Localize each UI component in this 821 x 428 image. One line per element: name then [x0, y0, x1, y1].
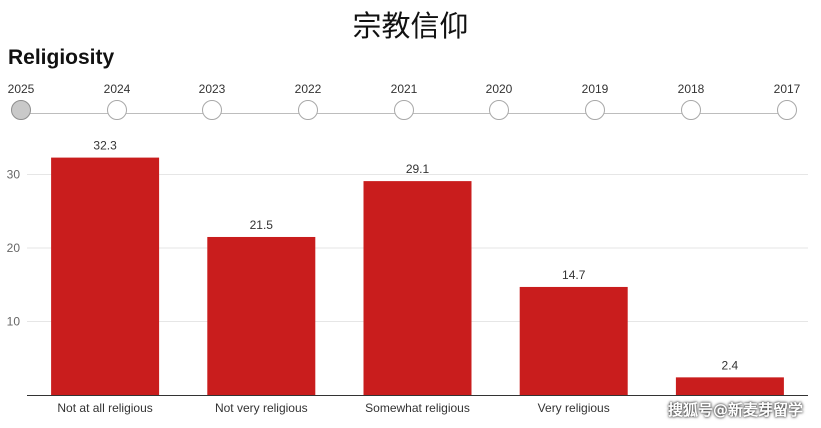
x-tick-label: Not at all religious — [57, 401, 152, 415]
timeline-year-2018[interactable]: 2018 — [661, 78, 721, 120]
timeline-dot[interactable] — [489, 100, 509, 120]
data-label: 14.7 — [562, 268, 586, 282]
page-title: 宗教信仰 — [352, 9, 469, 43]
timeline-year-2024[interactable]: 2024 — [87, 78, 147, 120]
timeline-year-2022[interactable]: 2022 — [278, 78, 338, 120]
timeline-year-label: 2017 — [773, 82, 801, 96]
bar — [519, 286, 628, 395]
timeline-year-2025[interactable]: 2025 — [0, 78, 51, 120]
timeline-year-label: 2020 — [485, 82, 513, 96]
x-tick-label: Not very religious — [215, 401, 308, 415]
y-tick-label: 20 — [7, 241, 21, 255]
timeline-year-2017[interactable]: 2017 — [757, 78, 817, 120]
x-tick-label: Very religious — [538, 401, 610, 415]
y-tick-label: 10 — [7, 315, 21, 329]
data-label: 21.5 — [250, 218, 274, 232]
bar — [51, 157, 160, 395]
bar — [363, 181, 472, 395]
timeline-year-2021[interactable]: 2021 — [374, 78, 434, 120]
bar — [207, 236, 316, 395]
timeline-dot[interactable] — [681, 100, 701, 120]
timeline-year-2023[interactable]: 2023 — [182, 78, 242, 120]
data-label: 32.3 — [93, 139, 117, 153]
timeline-dot[interactable] — [107, 100, 127, 120]
timeline-dot[interactable] — [585, 100, 605, 120]
data-label: 2.4 — [722, 358, 739, 372]
data-label: 29.1 — [406, 162, 430, 176]
bar — [675, 377, 784, 395]
timeline-year-label: 2018 — [677, 82, 705, 96]
timeline-dot[interactable] — [777, 100, 797, 120]
timeline-year-label: 2022 — [294, 82, 322, 96]
timeline-dot[interactable] — [298, 100, 318, 120]
watermark: 搜狐号@新麦芽留学 — [667, 401, 803, 419]
timeline-year-label: 2021 — [390, 82, 418, 96]
timeline-year-label: 2019 — [581, 82, 609, 96]
y-tick-label: 30 — [7, 168, 21, 182]
timeline-dot[interactable] — [394, 100, 414, 120]
chart-title: Religiosity — [8, 46, 115, 69]
timeline-year-2020[interactable]: 2020 — [469, 78, 529, 120]
timeline-year-label: 2024 — [103, 82, 131, 96]
timeline-year-label: 2023 — [198, 82, 226, 96]
timeline-year-label: 2025 — [7, 82, 35, 96]
timeline-dot[interactable] — [202, 100, 222, 120]
timeline-year-2019[interactable]: 2019 — [565, 78, 625, 120]
x-tick-label: Somewhat religious — [365, 401, 470, 415]
timeline-selected-dot[interactable] — [11, 100, 31, 120]
year-timeline: 2025 2024 2023 2022 2021 2020 2019 2018 … — [0, 78, 821, 138]
